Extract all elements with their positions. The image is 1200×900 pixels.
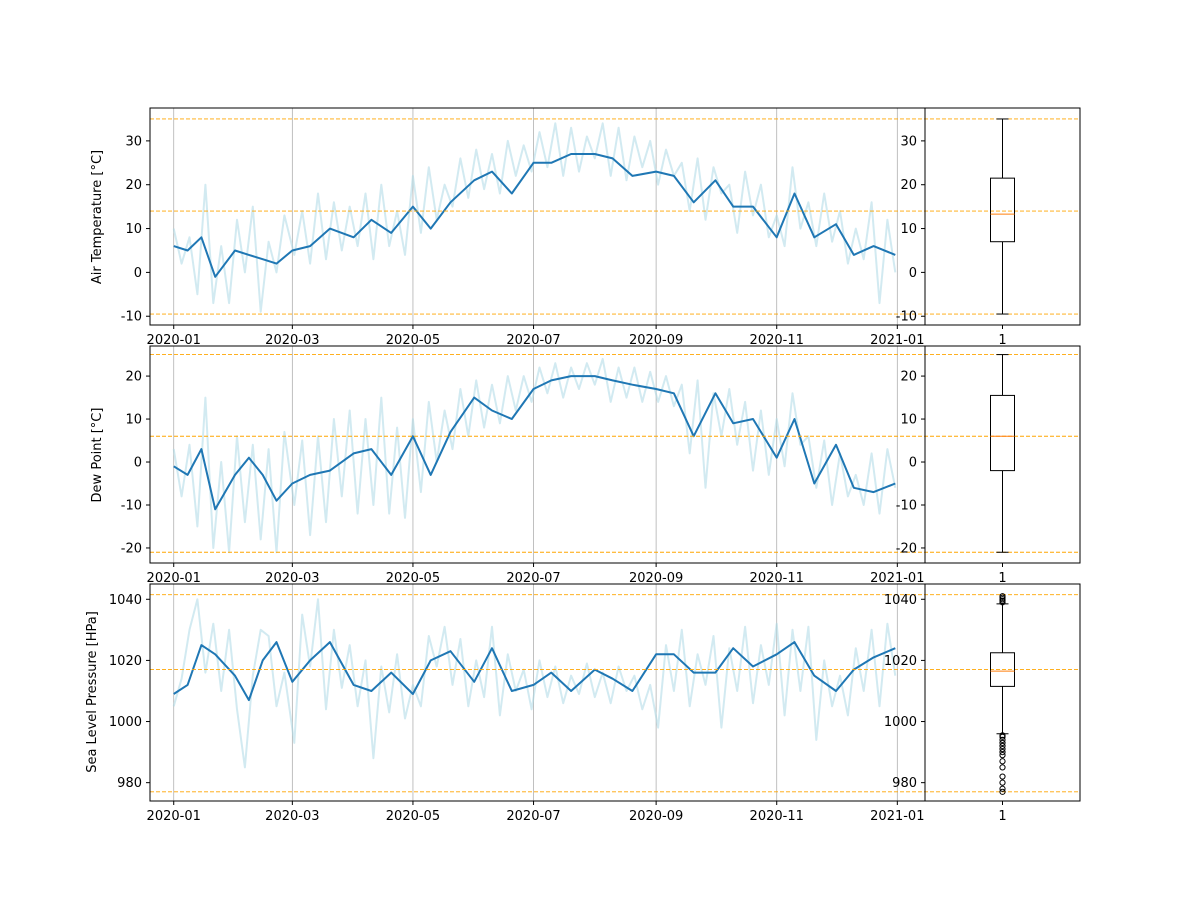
boxplot-flier bbox=[999, 764, 1006, 771]
boxplot-y-tick-label: 1020 bbox=[884, 654, 917, 669]
boxplot-y-tick-label: 0 bbox=[909, 456, 917, 471]
boxplot-flier bbox=[999, 593, 1006, 600]
boxplot-flier bbox=[999, 773, 1006, 780]
x-tick-label: 2020-09 bbox=[629, 571, 683, 586]
boxplot-x-tick-label: 1 bbox=[998, 571, 1006, 586]
x-tick-label: 2020-11 bbox=[750, 333, 804, 348]
boxplot-flier bbox=[999, 733, 1006, 740]
panel-2: 2020-01 2020-03 2020-05 2020-07 2020-09 2020-… bbox=[121, 345, 1081, 586]
x-tick-label: 2020-05 bbox=[386, 809, 440, 824]
ylabel-air-temperature: Air Temperature [°C] bbox=[90, 150, 105, 284]
boxplot-flier bbox=[999, 758, 1006, 765]
raw-series-line bbox=[172, 122, 897, 313]
boxplot-y-tick-label: 30 bbox=[900, 134, 917, 149]
boxplot-y-tick-label: 980 bbox=[892, 776, 917, 791]
x-tick-label: 2020-09 bbox=[629, 809, 683, 824]
boxplot-x-tick-label: 1 bbox=[998, 809, 1006, 824]
x-tick-label: 2020-03 bbox=[265, 571, 319, 586]
boxplot-flier bbox=[999, 739, 1006, 747]
y-tick-label: 1040 bbox=[109, 593, 142, 608]
ylabel-sea-level-pressure: Sea Level Pressure [HPa] bbox=[85, 611, 100, 773]
y-tick-label: 20 bbox=[125, 178, 142, 193]
x-tick-label: 2020-03 bbox=[265, 333, 319, 348]
y-tick-label: 20 bbox=[125, 370, 142, 385]
boxplot-flier bbox=[999, 736, 1006, 743]
boxplot-box bbox=[990, 652, 1015, 687]
boxplot-x-tick-label: 1 bbox=[998, 333, 1006, 348]
x-tick-label: 2020-01 bbox=[147, 571, 201, 586]
y-tick-label: 10 bbox=[125, 222, 142, 237]
raw-series-line bbox=[172, 357, 897, 554]
boxplot-flier bbox=[999, 748, 1006, 756]
y-tick-label: 1000 bbox=[109, 715, 142, 730]
boxplot-y-tick-label: 10 bbox=[900, 222, 917, 237]
x-tick-label: 2020-07 bbox=[506, 571, 560, 586]
boxplot-y-tick-label: -10 bbox=[896, 498, 917, 513]
smoothed-series-line bbox=[173, 641, 896, 702]
boxplot-y-tick-label: 20 bbox=[900, 178, 917, 193]
smoothed-series-line bbox=[173, 153, 896, 278]
y-tick-label: -20 bbox=[121, 541, 142, 556]
x-tick-label: 2020-11 bbox=[750, 809, 804, 824]
x-tick-label: 2021-01 bbox=[870, 809, 924, 824]
boxplot-y-tick-label: -20 bbox=[896, 541, 917, 556]
x-tick-label: 2020-07 bbox=[506, 333, 560, 348]
boxplot-flier bbox=[999, 742, 1006, 750]
y-tick-label: 0 bbox=[134, 266, 142, 281]
y-tick-label: 1020 bbox=[109, 654, 142, 669]
y-tick-label: -10 bbox=[121, 498, 142, 513]
x-tick-label: 2020-01 bbox=[147, 809, 201, 824]
x-tick-label: 2020-01 bbox=[147, 333, 201, 348]
boxplot-y-tick-label: 1000 bbox=[884, 715, 917, 730]
x-tick-label: 2020-05 bbox=[386, 333, 440, 348]
panels: 2020-01 2020-03 2020-05 2020-07 2020-09 2020-… bbox=[109, 107, 1081, 824]
boxplot-flier bbox=[999, 785, 1006, 792]
boxplot-y-tick-label: 1040 bbox=[884, 593, 917, 608]
boxplot-flier bbox=[999, 752, 1006, 759]
boxplot-box bbox=[990, 394, 1015, 472]
x-tick-label: 2021-01 bbox=[870, 333, 924, 348]
boxplot-flier bbox=[999, 779, 1006, 786]
smoothed-series-line bbox=[173, 375, 896, 511]
ylabel-dew-point: Dew Point [°C] bbox=[90, 408, 105, 503]
y-tick-label: -10 bbox=[121, 310, 142, 325]
boxplot-flier bbox=[999, 788, 1006, 795]
x-tick-label: 2020-03 bbox=[265, 809, 319, 824]
boxplot-flier bbox=[999, 745, 1006, 753]
boxplot-y-tick-label: 10 bbox=[900, 413, 917, 428]
boxplot-y-tick-label: 0 bbox=[909, 266, 917, 281]
x-tick-label: 2020-11 bbox=[750, 571, 804, 586]
y-tick-label: 10 bbox=[125, 413, 142, 428]
boxplot-y-tick-label: -10 bbox=[896, 310, 917, 325]
y-tick-label: 30 bbox=[125, 134, 142, 149]
x-tick-label: 2020-05 bbox=[386, 571, 440, 586]
boxplot-y-tick-label: 20 bbox=[900, 370, 917, 385]
panel-1: 2020-01 2020-03 2020-05 2020-07 2020-09 2020-… bbox=[121, 107, 1081, 348]
y-tick-label: 0 bbox=[134, 456, 142, 471]
x-tick-label: 2020-07 bbox=[506, 809, 560, 824]
boxplot-box bbox=[990, 177, 1015, 243]
x-tick-label: 2021-01 bbox=[870, 571, 924, 586]
x-tick-label: 2020-09 bbox=[629, 333, 683, 348]
y-tick-label: 980 bbox=[117, 776, 142, 791]
raw-series-line bbox=[172, 598, 897, 769]
panel-3: 2020-01 2020-03 2020-05 2020-07 2020-09 2020-… bbox=[109, 583, 1081, 824]
